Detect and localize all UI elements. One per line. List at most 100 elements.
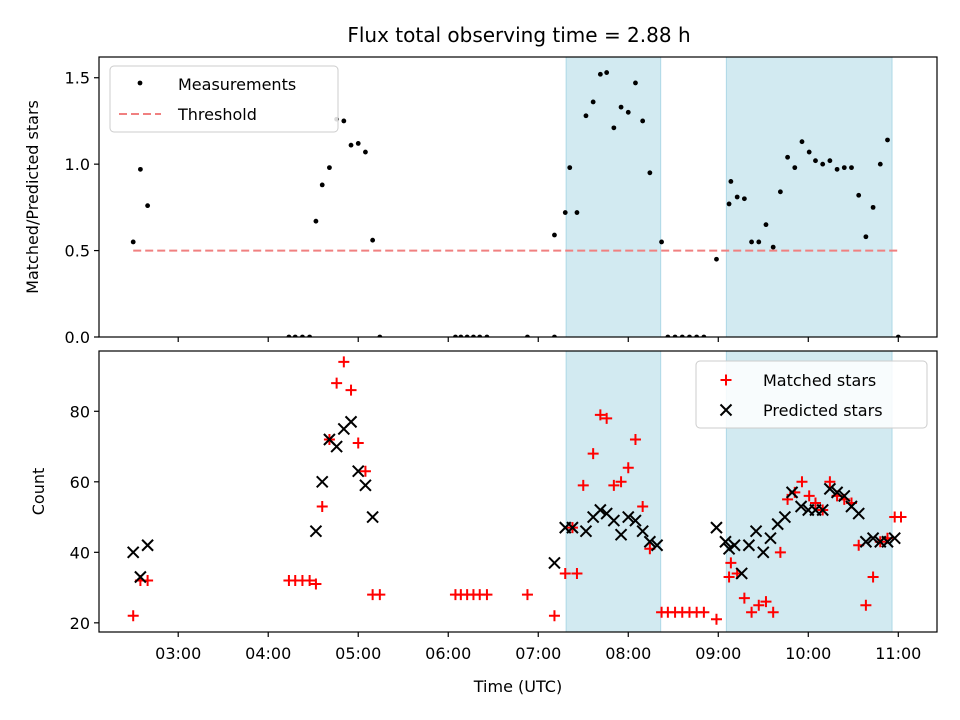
matched-star-point — [622, 462, 634, 474]
measurement-point — [728, 179, 734, 184]
predicted-star-point — [309, 524, 323, 538]
legend-matched-marker — [720, 374, 732, 386]
predicted-star-point — [749, 524, 763, 538]
predicted-star-point — [852, 507, 865, 520]
predicted-star-point — [757, 546, 770, 559]
matched-star-point — [809, 497, 821, 509]
x-tick-label: 07:00 — [515, 644, 561, 663]
matched-star-point — [548, 610, 560, 622]
matched-star-point — [803, 490, 815, 502]
matched-star-point — [571, 567, 583, 579]
predicted-star-point — [548, 556, 561, 570]
predicted-star-point — [719, 535, 732, 548]
x-axis-label: Time (UTC) — [473, 677, 562, 696]
matched-star-point — [608, 479, 620, 491]
matched-star-point — [867, 571, 879, 583]
predicted-star-point — [722, 542, 736, 556]
measurement-point — [714, 256, 719, 262]
measurement-point — [138, 166, 143, 172]
matched-star-point — [345, 384, 357, 396]
predicted-star-point — [838, 489, 851, 503]
observing-window-shade — [725, 56, 893, 338]
measurement-point — [341, 118, 347, 124]
measurement-point — [763, 222, 769, 228]
matched-star-point — [698, 606, 710, 618]
measurement-point — [597, 71, 603, 77]
predicted-star-point — [316, 475, 329, 489]
predicted-star-point — [830, 486, 844, 499]
measurement-point — [777, 189, 783, 195]
x-tick-label: 04:00 — [245, 644, 291, 663]
measurement-point — [770, 244, 776, 250]
x-tick-label: 03:00 — [155, 644, 201, 663]
matched-star-point — [316, 500, 328, 512]
y-tick-label: 1.5 — [65, 69, 90, 88]
predicted-star-point — [778, 510, 792, 524]
measurement-point — [856, 192, 862, 198]
matched-star-point — [304, 575, 316, 587]
legend-predicted-label: Predicted stars — [763, 401, 883, 420]
measurement-point — [726, 201, 732, 207]
matched-star-point — [637, 500, 649, 512]
measurement-point — [618, 104, 624, 110]
matched-star-point — [725, 557, 737, 569]
axes-frame — [98, 350, 938, 633]
measurement-point — [370, 237, 376, 243]
measurement-point — [792, 165, 798, 171]
measurement-point — [313, 218, 319, 224]
predicted-star-point — [735, 567, 748, 580]
predicted-star-point — [330, 440, 343, 453]
matched-star-point — [767, 606, 779, 618]
matched-star-point — [310, 578, 322, 590]
measurement-point — [574, 210, 580, 215]
y-tick-label: 1.0 — [65, 155, 90, 174]
plot-area — [130, 70, 901, 337]
measurement-point — [877, 161, 883, 167]
matched-star-point — [860, 599, 872, 611]
matched-star-point — [587, 448, 599, 460]
plot-area — [126, 356, 907, 625]
measurement-point — [625, 109, 631, 115]
observing-window-shade — [565, 350, 662, 633]
legend-box — [695, 360, 928, 429]
predicted-star-point — [366, 510, 379, 524]
predicted-star-point — [859, 535, 873, 548]
measurement-point — [348, 142, 354, 148]
matched-star-point — [331, 377, 343, 389]
y-tick-label: 60 — [70, 473, 90, 492]
series-measurements — [130, 70, 901, 337]
predicted-star-point — [141, 539, 154, 552]
axes-frame — [98, 56, 938, 338]
measurement-point — [799, 139, 805, 145]
measurement-point — [813, 158, 818, 164]
legend-measurements-marker — [137, 80, 143, 86]
predicted-star-point — [566, 521, 579, 534]
legend-bottom: Matched stars Predicted stars — [695, 360, 928, 429]
legend-top: Measurements Threshold — [109, 65, 339, 133]
measurement-point — [590, 99, 596, 105]
x-tick-label: 08:00 — [605, 644, 651, 663]
bottom-panel-counts: 20 40 60 80 03:00 04:00 05:00 06:00 07:00 08:00 09… — [29, 350, 938, 696]
measurement-point — [640, 118, 646, 124]
measurement-point — [327, 165, 332, 171]
legend-measurements-label: Measurements — [178, 75, 296, 94]
measurement-point — [659, 239, 664, 245]
observing-window-shade — [565, 56, 662, 338]
predicted-star-point — [816, 503, 829, 517]
measurement-point — [633, 80, 638, 86]
measurement-point — [604, 70, 610, 75]
predicted-star-point — [742, 539, 756, 552]
matched-star-point — [127, 610, 139, 622]
x-tick-label: 09:00 — [695, 644, 741, 663]
measurement-point — [647, 170, 653, 176]
measurement-point — [130, 239, 136, 245]
matched-star-point — [359, 465, 371, 477]
measurement-point — [562, 210, 568, 215]
y-tick-label: 0.0 — [65, 328, 90, 347]
predicted-star-point — [823, 482, 837, 496]
measurement-point — [567, 165, 573, 171]
chart-title: Flux total observing time = 2.88 h — [347, 23, 690, 47]
measurement-point — [785, 154, 790, 160]
x-tick-label: 11:00 — [875, 644, 921, 663]
